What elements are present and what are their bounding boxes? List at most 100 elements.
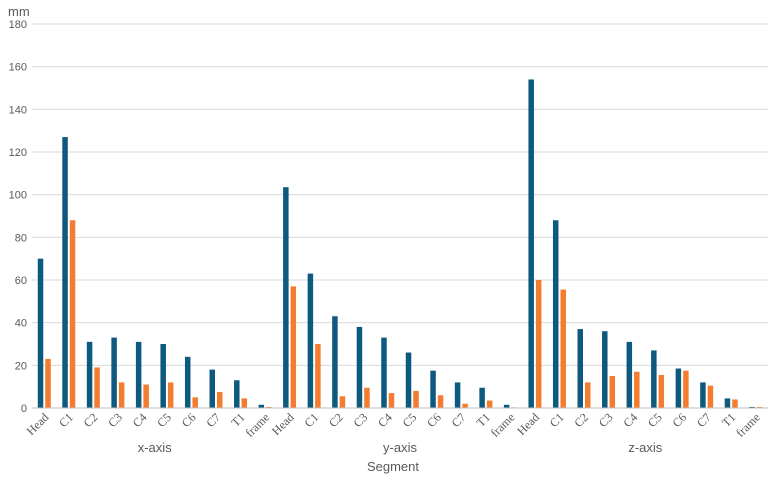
y-tick-label: 40 bbox=[15, 318, 27, 330]
bar-y-axis-C7-series-2 bbox=[462, 403, 468, 408]
bar-y-axis-C3-series-2 bbox=[364, 387, 370, 408]
bar-z-axis-C7-series-2 bbox=[707, 385, 714, 408]
y-tick-label: 0 bbox=[21, 403, 27, 415]
category-label: C7 bbox=[694, 410, 714, 430]
bar-z-axis-T1-series-1 bbox=[724, 398, 731, 408]
category-label: C3 bbox=[596, 410, 616, 430]
bar-z-axis-C2-series-2 bbox=[585, 382, 591, 408]
category-label: C6 bbox=[424, 410, 444, 430]
y-tick-label: 60 bbox=[15, 275, 27, 287]
category-label: Head bbox=[24, 410, 52, 438]
bar-z-axis-T1-series-2 bbox=[732, 399, 738, 408]
bar-x-axis-C7-series-1 bbox=[209, 369, 215, 408]
bar-x-axis-C5-series-2 bbox=[167, 382, 174, 408]
category-label: C1 bbox=[56, 410, 76, 430]
bar-z-axis-C5-series-1 bbox=[651, 350, 657, 408]
bar-z-axis-C3-series-2 bbox=[609, 376, 616, 408]
bar-x-axis-Head-series-2 bbox=[45, 358, 51, 408]
bar-z-axis-C4-series-2 bbox=[634, 371, 640, 408]
bar-x-axis-T1-series-2 bbox=[241, 398, 248, 408]
category-label: C4 bbox=[130, 410, 150, 430]
bar-z-axis-C1-series-2 bbox=[560, 289, 566, 408]
category-label: C5 bbox=[400, 410, 420, 430]
category-label: C4 bbox=[620, 410, 640, 430]
bar-y-axis-C6-series-2 bbox=[437, 395, 444, 408]
category-label: C1 bbox=[547, 410, 567, 430]
bar-x-axis-C4-series-2 bbox=[143, 384, 149, 408]
bar-z-axis-C7-series-1 bbox=[700, 382, 706, 408]
bar-x-axis-C7-series-2 bbox=[217, 392, 223, 408]
category-label: C6 bbox=[669, 410, 689, 430]
bars bbox=[37, 79, 763, 409]
bar-z-axis-C2-series-1 bbox=[577, 329, 583, 408]
bar-y-axis-T1-series-2 bbox=[486, 400, 493, 408]
bar-z-axis-C4-series-1 bbox=[626, 341, 633, 408]
y-tick-label: 160 bbox=[9, 62, 27, 74]
y-tick-label: 120 bbox=[9, 147, 27, 159]
bar-z-axis-frame-series-1 bbox=[749, 406, 755, 408]
category-label: C2 bbox=[326, 410, 346, 430]
category-label: C5 bbox=[645, 410, 665, 430]
bar-z-axis-frame-series-2 bbox=[756, 406, 763, 408]
bar-x-axis-C1-series-2 bbox=[69, 220, 76, 408]
bar-y-axis-Head-series-1 bbox=[283, 187, 289, 408]
group-label: y-axis bbox=[383, 440, 417, 455]
bar-y-axis-C1-series-1 bbox=[307, 273, 314, 408]
bar-y-axis-frame-series-1 bbox=[503, 404, 510, 408]
group-label: z-axis bbox=[628, 440, 662, 455]
bar-z-axis-C6-series-1 bbox=[675, 368, 682, 408]
bar-z-axis-Head-series-1 bbox=[528, 79, 534, 408]
category-label: C2 bbox=[571, 410, 591, 430]
bar-x-axis-C3-series-1 bbox=[111, 337, 117, 408]
bar-y-axis-C4-series-1 bbox=[381, 337, 387, 408]
bar-y-axis-C2-series-1 bbox=[332, 316, 338, 408]
y-tick-label: 180 bbox=[9, 19, 27, 31]
bar-x-axis-C2-series-1 bbox=[86, 341, 93, 408]
bar-y-axis-T1-series-1 bbox=[479, 387, 485, 408]
bar-z-axis-Head-series-2 bbox=[535, 280, 542, 408]
bar-z-axis-C1-series-1 bbox=[552, 220, 559, 408]
x-axis-title: Segment bbox=[367, 459, 419, 474]
category-label: Head bbox=[514, 410, 542, 438]
y-tick-labels: 0 20 40 60 80 100 120 140 160 180 bbox=[9, 19, 27, 415]
bar-z-axis-C5-series-2 bbox=[658, 374, 665, 408]
bar-y-axis-C5-series-1 bbox=[405, 352, 412, 408]
y-tick-label: 100 bbox=[9, 190, 27, 202]
gridlines bbox=[32, 23, 768, 366]
category-label: frame bbox=[243, 410, 273, 440]
bar-y-axis-C2-series-2 bbox=[339, 396, 346, 408]
category-label: Head bbox=[269, 410, 297, 438]
bar-y-axis-C4-series-2 bbox=[388, 393, 395, 408]
category-label: C6 bbox=[179, 410, 199, 430]
bar-x-axis-C6-series-2 bbox=[192, 397, 198, 408]
category-label: C7 bbox=[449, 410, 469, 430]
y-tick-label: 80 bbox=[15, 232, 27, 244]
y-axis-title: mm bbox=[8, 4, 30, 19]
bar-y-axis-C6-series-1 bbox=[430, 370, 436, 408]
category-label: frame bbox=[733, 410, 763, 440]
bar-z-axis-C6-series-2 bbox=[683, 370, 689, 408]
bar-y-axis-C7-series-1 bbox=[454, 382, 461, 408]
bar-x-axis-frame-series-1 bbox=[258, 404, 265, 408]
bar-x-axis-C4-series-1 bbox=[135, 341, 142, 408]
category-label: C7 bbox=[203, 410, 223, 430]
bar-y-axis-C5-series-2 bbox=[413, 390, 419, 408]
bar-x-axis-C1-series-1 bbox=[62, 137, 68, 409]
category-label: C3 bbox=[351, 410, 371, 430]
bar-x-axis-C3-series-2 bbox=[118, 382, 125, 408]
bar-x-axis-frame-series-2 bbox=[266, 406, 272, 408]
category-label: C4 bbox=[375, 410, 395, 430]
bar-y-axis-Head-series-2 bbox=[290, 286, 297, 408]
group-labels: x-axis y-axis z-axis bbox=[138, 440, 663, 455]
bar-x-axis-C6-series-1 bbox=[184, 356, 191, 408]
category-label: C2 bbox=[81, 410, 101, 430]
bar-z-axis-C3-series-1 bbox=[602, 331, 608, 408]
category-label: frame bbox=[488, 410, 518, 440]
bar-y-axis-C3-series-1 bbox=[356, 326, 363, 408]
category-label: C5 bbox=[154, 410, 174, 430]
bar-x-axis-T1-series-1 bbox=[234, 380, 240, 408]
group-label: x-axis bbox=[138, 440, 172, 455]
y-tick-label: 140 bbox=[9, 104, 27, 116]
